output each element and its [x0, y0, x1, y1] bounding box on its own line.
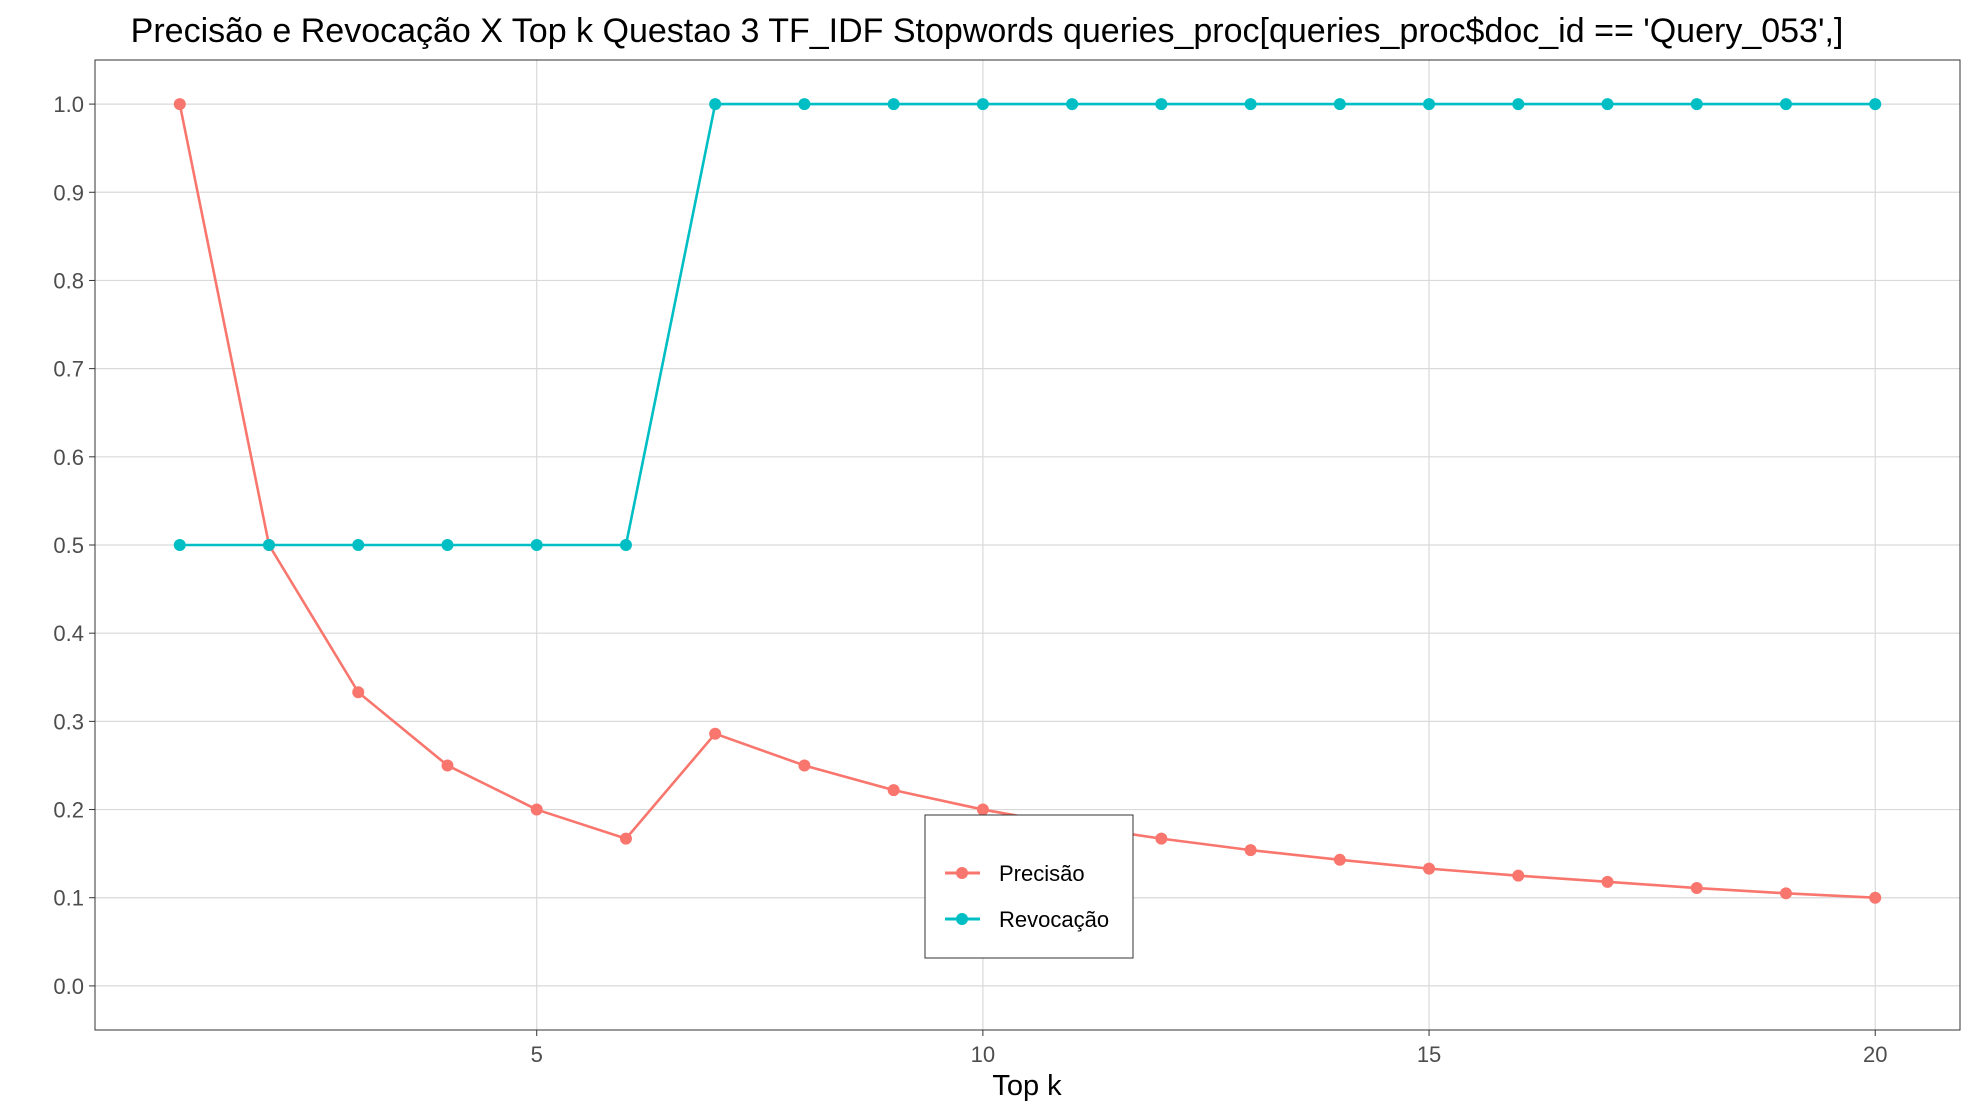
series-1-point — [1601, 875, 1614, 888]
series-1-point — [619, 832, 632, 845]
series-2-point — [352, 539, 365, 551]
y-tick-label: 0.0 — [53, 974, 84, 999]
series-2-point — [798, 98, 811, 111]
series-2-point — [1066, 98, 1079, 111]
series-2-point — [887, 98, 900, 111]
series-1-point — [887, 784, 900, 797]
legend: Precisão Revocação — [924, 814, 1134, 959]
series-group — [173, 98, 1882, 904]
series-2-line — [179, 102, 1876, 547]
x-axis-label: Top k — [992, 1070, 1062, 1102]
series-1-point — [798, 759, 811, 772]
series-1-point — [1869, 891, 1882, 904]
x-tick-label: 15 — [1417, 1042, 1441, 1067]
series-1-group — [173, 98, 1882, 904]
y-tick-label: 0.3 — [53, 709, 84, 734]
series-2-point — [530, 539, 543, 551]
series-2-point — [619, 539, 632, 551]
y-tick-label: 0.5 — [53, 533, 84, 558]
x-tick-label: 10 — [971, 1042, 995, 1067]
legend-key-point-revocacao — [956, 913, 968, 925]
series-2-point — [263, 539, 276, 551]
series-1-point — [1779, 887, 1792, 900]
series-2-point — [1155, 98, 1168, 111]
series-2-point — [1601, 98, 1614, 111]
x-tick-label: 20 — [1863, 1042, 1887, 1067]
legend-label-precisao: Precisão — [999, 861, 1085, 886]
series-1-point — [1423, 862, 1436, 875]
y-tick-label: 0.4 — [53, 621, 84, 646]
series-2-point — [1333, 98, 1346, 111]
x-axis-ticks: 5 10 15 20 — [531, 1030, 1887, 1067]
series-1-point — [352, 686, 365, 699]
series-2-point — [1512, 98, 1525, 111]
y-tick-label: 0.6 — [53, 445, 84, 470]
y-tick-label: 0.2 — [53, 798, 84, 823]
y-tick-label: 0.1 — [53, 886, 84, 911]
y-tick-label: 0.7 — [53, 357, 84, 382]
chart-title: Precisão e Revocação X Top k Questao 3 T… — [131, 12, 1844, 50]
series-2-group — [173, 98, 1882, 551]
series-2-point — [1423, 98, 1436, 111]
series-2-point — [1690, 98, 1703, 111]
series-1-line — [178, 103, 1876, 900]
series-1-point — [976, 803, 989, 816]
series-2-point — [709, 98, 722, 111]
series-1-point — [1244, 844, 1257, 857]
series-1-point — [1690, 882, 1703, 895]
series-1-point — [441, 759, 454, 772]
series-2-point — [441, 539, 454, 551]
legend-item-revocacao: Revocação — [945, 907, 1109, 932]
x-tick-label: 5 — [531, 1042, 543, 1067]
y-tick-label: 0.8 — [53, 268, 84, 293]
series-2-point — [1779, 98, 1792, 111]
series-2-point — [1869, 98, 1882, 111]
y-tick-label: 1.0 — [53, 92, 84, 117]
legend-key-point-precisao — [956, 867, 968, 879]
series-1-point — [1512, 869, 1525, 882]
y-tick-label: 0.9 — [53, 180, 84, 205]
legend-item-precisao: Precisão — [945, 861, 1085, 886]
series-1-point — [530, 803, 543, 816]
series-1-point — [173, 98, 186, 111]
series-1-point — [1155, 832, 1168, 845]
legend-box — [924, 814, 1134, 959]
legend-label-revocacao: Revocação — [999, 907, 1109, 932]
series-1-point — [709, 727, 722, 740]
series-2-point — [1244, 98, 1257, 111]
y-axis-ticks: 0.0 0.1 0.2 0.3 0.4 0.5 0.6 0.7 0.8 0.9 1.0 — [53, 92, 95, 999]
series-2-point — [173, 539, 186, 551]
series-2-point — [976, 98, 989, 111]
series-1-point — [1333, 853, 1346, 866]
